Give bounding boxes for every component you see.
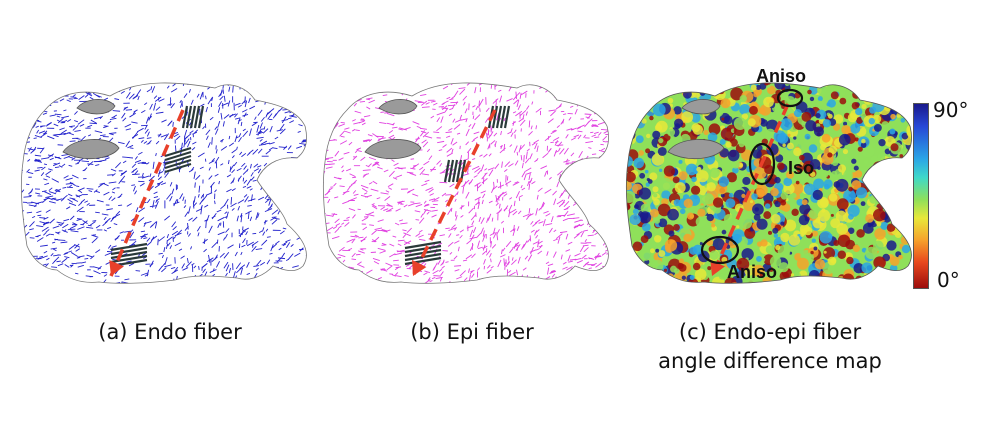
hatch-mark	[110, 254, 148, 264]
endo-fiber-panel	[15, 70, 325, 310]
dashed-arrow	[411, 109, 497, 277]
hatch-mark	[404, 240, 442, 250]
vein-opening	[364, 139, 422, 159]
vein-opening	[378, 99, 418, 115]
hatch-mark	[404, 244, 442, 254]
hatch-mark	[110, 250, 148, 260]
hatch-mark	[404, 256, 442, 266]
vein-opening	[62, 139, 120, 159]
endo-fiber-caption: (a) Endo fiber	[98, 320, 242, 344]
aniso-top-ellipse	[776, 88, 804, 108]
hatch-mark	[110, 246, 148, 256]
arrow-head	[109, 259, 124, 276]
hatch-mark	[181, 105, 189, 129]
hatch-mark	[189, 105, 197, 129]
colorbar-min-label: 0°	[937, 268, 960, 292]
annotation-aniso-top: Aniso	[756, 66, 807, 86]
colorbar	[913, 103, 929, 289]
vein-opening	[76, 99, 116, 115]
dashed-arrow	[109, 109, 185, 277]
epi-fiber-caption: (b) Epi fiber	[410, 320, 534, 344]
vein-opening	[681, 99, 721, 115]
epi-fiber-panel	[317, 70, 627, 310]
hatch-mark	[503, 105, 511, 129]
hatch-mark	[451, 159, 459, 183]
atrium-surface	[323, 82, 609, 284]
vein-opening	[667, 139, 725, 159]
hatch-mark	[495, 105, 503, 129]
arrow-head	[412, 259, 427, 276]
hatch-mark	[443, 159, 451, 183]
hatch-mark	[164, 150, 192, 162]
angle-difference-map-panel	[620, 70, 930, 310]
hatch-mark	[164, 158, 192, 170]
hatch-mark	[193, 105, 201, 129]
angle-difference-caption: (c) Endo-epi fiber angle difference map	[620, 318, 920, 376]
hatch-mark	[447, 159, 455, 183]
colorbar-max-label: 90°	[933, 98, 969, 122]
annotation-iso: Iso	[788, 158, 815, 178]
hatch-mark	[164, 146, 192, 158]
annotation-aniso-bottom: Aniso	[727, 262, 778, 282]
angle-difference-caption-line2: angle difference map	[658, 349, 882, 373]
hatch-mark	[164, 154, 192, 166]
hatch-mark	[491, 105, 499, 129]
hatch-mark	[455, 159, 463, 183]
dashed-arrow	[710, 103, 790, 277]
aniso-bottom-ellipse	[700, 235, 740, 265]
hatch-mark	[185, 105, 193, 129]
hatch-mark	[164, 162, 192, 174]
iso-ellipse	[748, 142, 776, 186]
angle-difference-caption-line1: (c) Endo-epi fiber	[678, 320, 862, 344]
hatch-mark	[499, 105, 507, 129]
hatch-mark	[197, 105, 205, 129]
arrow-head	[710, 259, 725, 276]
hatch-mark	[110, 242, 148, 252]
